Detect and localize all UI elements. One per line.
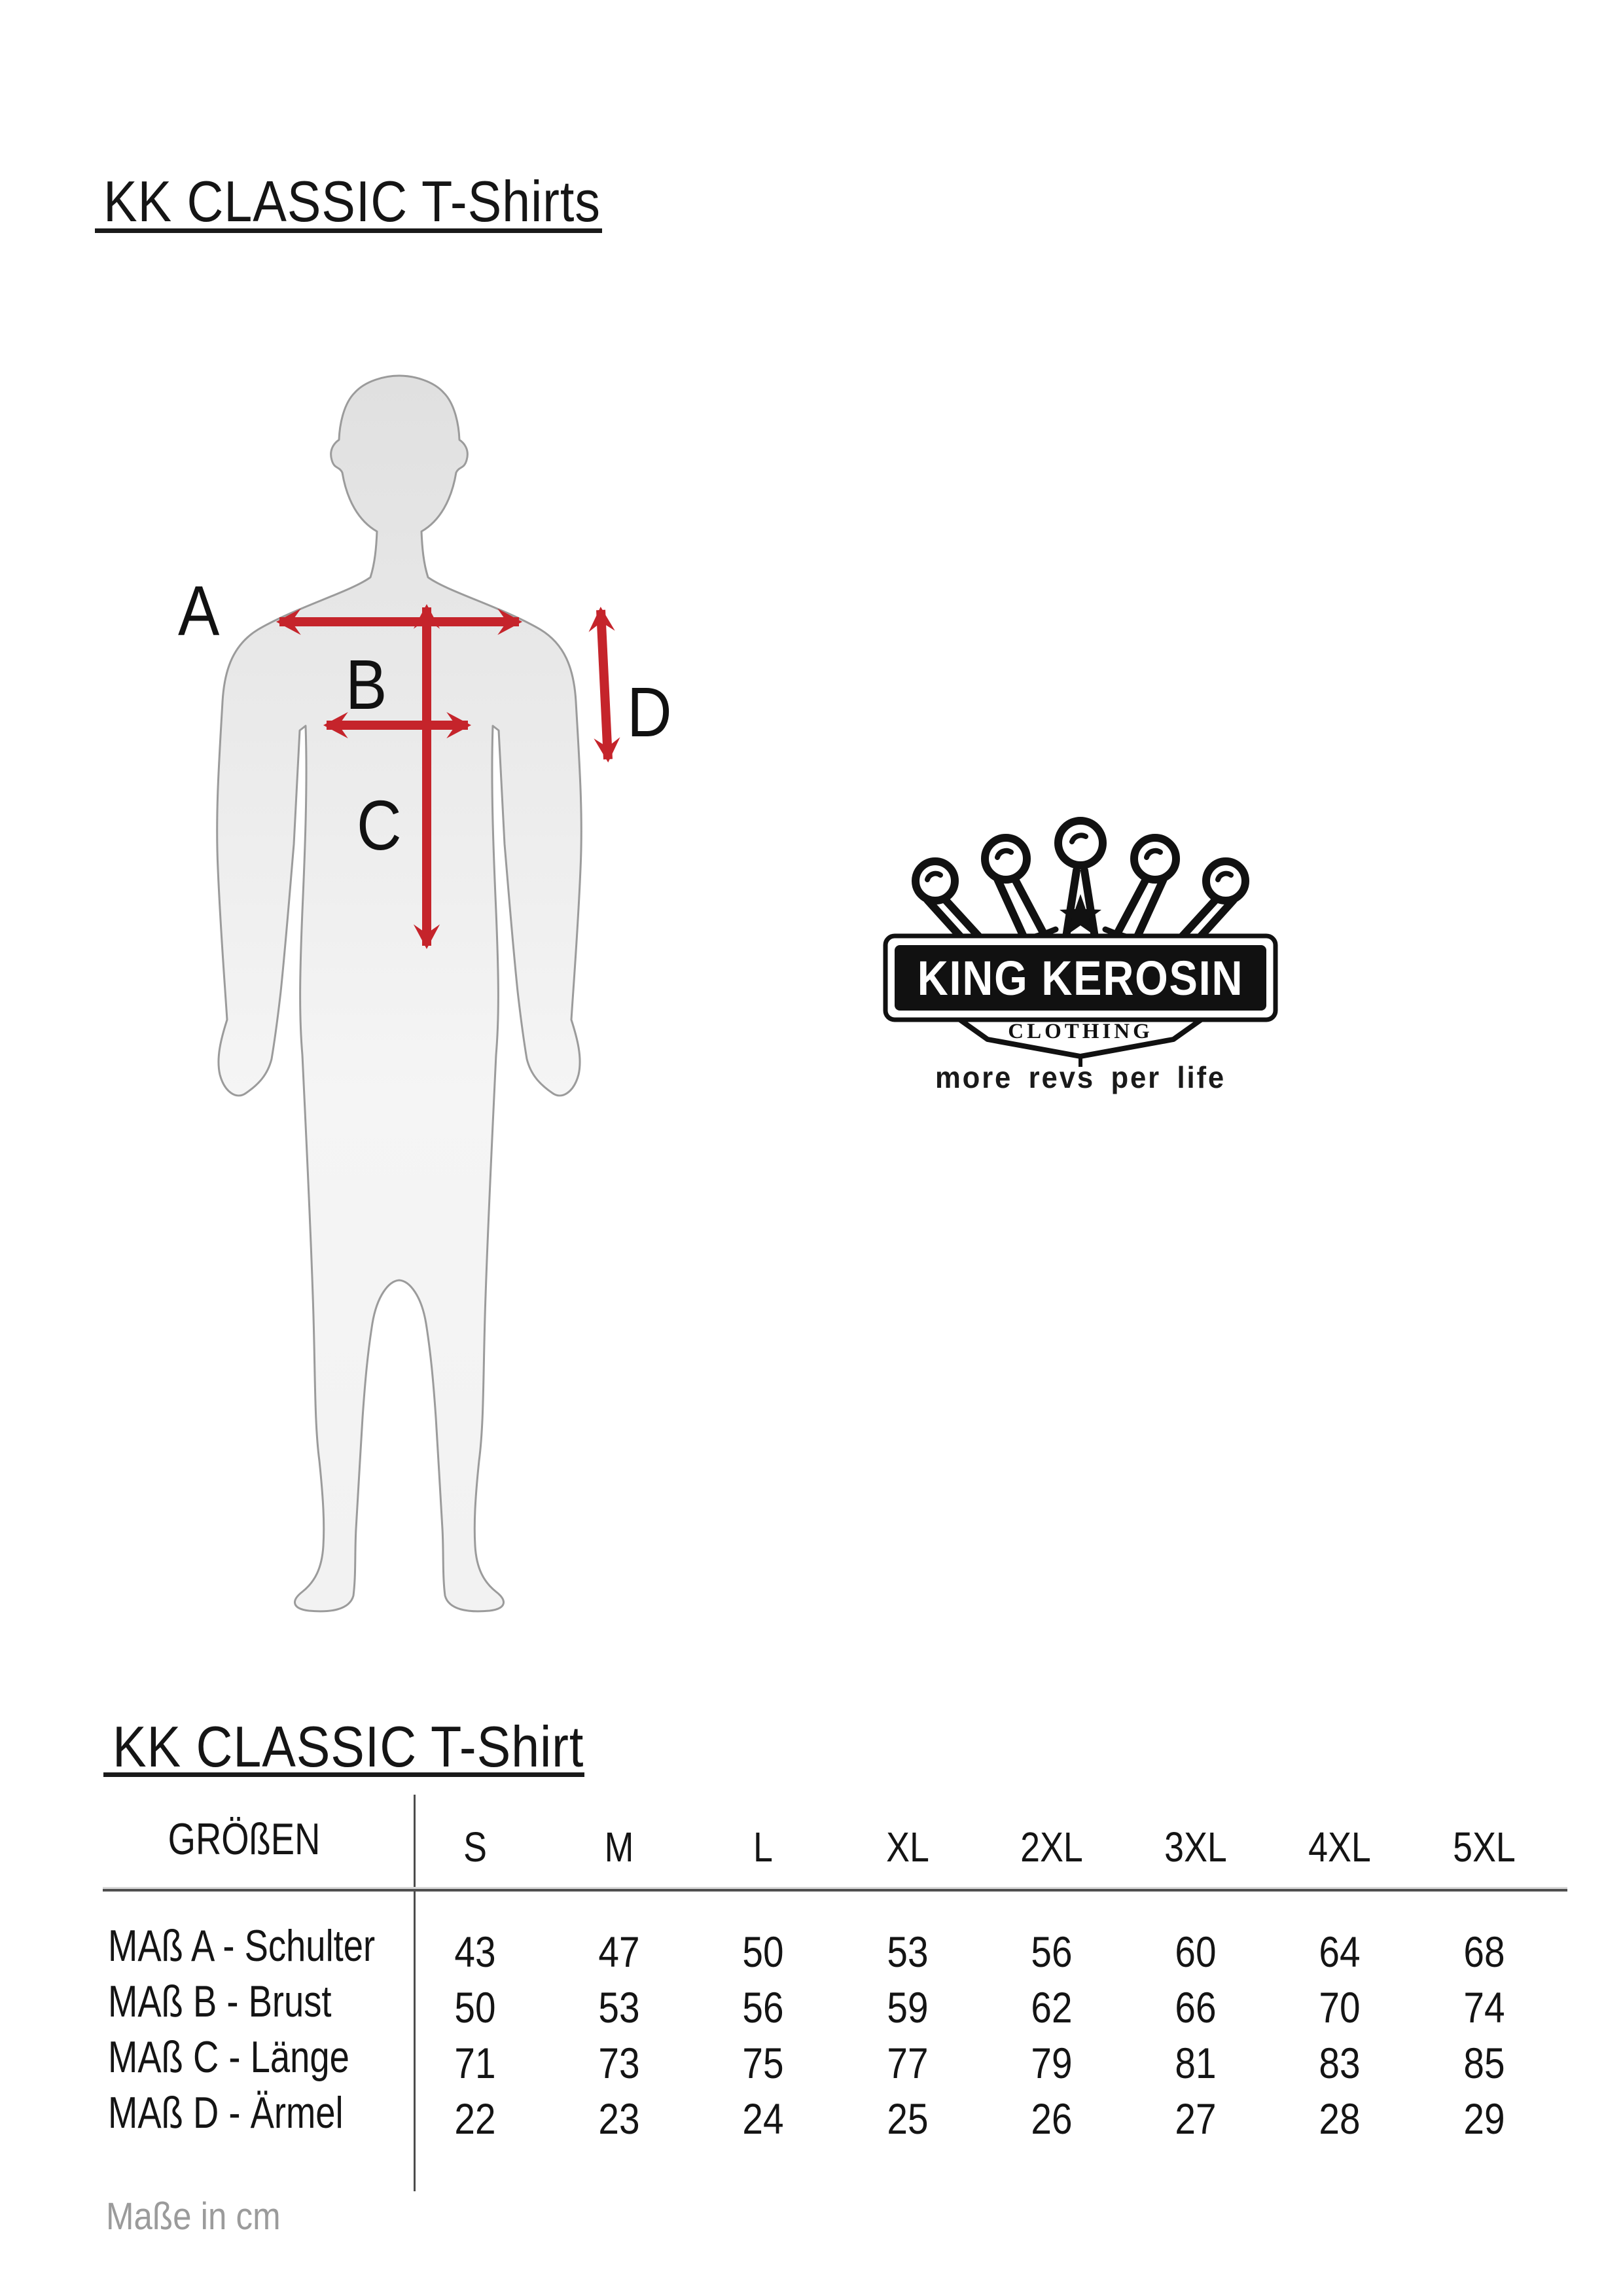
size-col-2xl: 2XL bbox=[1020, 1823, 1083, 1871]
logo-subtitle: CLOTHING bbox=[1008, 1020, 1153, 1043]
cell-b-2xl: 62 bbox=[1031, 1983, 1073, 2032]
label-measure-b: B bbox=[346, 645, 387, 724]
cell-b-l: 56 bbox=[742, 1983, 784, 2032]
cell-b-3xl: 66 bbox=[1175, 1983, 1217, 2032]
size-col-l: L bbox=[753, 1823, 773, 1871]
table-title: KK CLASSIC T-Shirt bbox=[113, 1714, 584, 1779]
crown-circles bbox=[912, 817, 1249, 905]
cell-c-s: 71 bbox=[454, 2039, 496, 2087]
units-footnote: Maße in cm bbox=[106, 2195, 281, 2238]
cell-c-2xl: 79 bbox=[1031, 2039, 1073, 2087]
cell-d-4xl: 28 bbox=[1319, 2094, 1361, 2143]
cell-d-3xl: 27 bbox=[1175, 2094, 1217, 2143]
logo-brand: KING KEROSIN bbox=[918, 951, 1244, 1005]
table-corner-header: GRÖßEN bbox=[168, 1814, 321, 1864]
crown-star-icon bbox=[1060, 894, 1101, 935]
cell-a-3xl: 60 bbox=[1175, 1928, 1217, 1976]
cell-d-xl: 25 bbox=[887, 2094, 929, 2143]
cell-c-5xl: 85 bbox=[1463, 2039, 1505, 2087]
size-col-m: M bbox=[604, 1823, 634, 1871]
cell-d-s: 22 bbox=[454, 2094, 496, 2143]
cell-b-m: 53 bbox=[598, 1983, 640, 2032]
cell-b-5xl: 74 bbox=[1463, 1983, 1505, 2032]
page-title: KK CLASSIC T-Shirts bbox=[103, 169, 601, 234]
cell-c-m: 73 bbox=[598, 2039, 640, 2087]
row-label-sleeve: MAß D - Ärmel bbox=[108, 2088, 344, 2138]
measurement-arrows bbox=[276, 603, 620, 950]
table-title-underline bbox=[103, 1772, 584, 1777]
size-col-5xl: 5XL bbox=[1453, 1823, 1516, 1871]
label-measure-a: A bbox=[178, 571, 220, 650]
size-col-3xl: 3XL bbox=[1164, 1823, 1227, 1871]
cell-c-4xl: 83 bbox=[1319, 2039, 1361, 2087]
cell-a-5xl: 68 bbox=[1463, 1928, 1505, 1976]
cell-a-xl: 53 bbox=[887, 1928, 929, 1976]
cell-d-5xl: 29 bbox=[1463, 2094, 1505, 2143]
row-label-chest: MAß B - Brust bbox=[108, 1977, 332, 2026]
cell-b-s: 50 bbox=[454, 1983, 496, 2032]
row-label-shoulder: MAß A - Schulter bbox=[108, 1921, 376, 1971]
cell-d-l: 24 bbox=[742, 2094, 784, 2143]
cell-c-3xl: 81 bbox=[1175, 2039, 1217, 2087]
cell-c-xl: 77 bbox=[887, 2039, 929, 2087]
row-label-length: MAß C - Länge bbox=[108, 2032, 349, 2082]
size-col-s: S bbox=[463, 1823, 487, 1871]
size-col-4xl: 4XL bbox=[1308, 1823, 1371, 1871]
page-title-underline bbox=[95, 228, 602, 233]
cell-d-2xl: 26 bbox=[1031, 2094, 1073, 2143]
king-kerosin-logo: CLOTHING KING KEROSIN more revs per life bbox=[883, 817, 1278, 1094]
cell-c-l: 75 bbox=[742, 2039, 784, 2087]
crown-circle-highlights bbox=[925, 833, 1234, 882]
cell-b-4xl: 70 bbox=[1319, 1983, 1361, 2032]
body-silhouette bbox=[216, 374, 582, 1613]
svg-text:KING KEROSIN: KING KEROSIN bbox=[918, 951, 1244, 1005]
svg-text:more revs per life: more revs per life bbox=[935, 1060, 1226, 1094]
logo-tagline: more revs per life bbox=[935, 1060, 1226, 1094]
cell-a-2xl: 56 bbox=[1031, 1928, 1073, 1976]
label-measure-d: D bbox=[627, 672, 672, 751]
cell-a-4xl: 64 bbox=[1319, 1928, 1361, 1976]
logo-banner bbox=[895, 945, 1266, 1011]
svg-text:CLOTHING: CLOTHING bbox=[1008, 1020, 1153, 1043]
cell-a-s: 43 bbox=[454, 1928, 496, 1976]
arrow-d-sleeve bbox=[588, 606, 620, 763]
label-measure-c: C bbox=[357, 785, 402, 865]
cell-d-m: 23 bbox=[598, 2094, 640, 2143]
table-header-rule bbox=[103, 1889, 1567, 1892]
body-outline bbox=[216, 374, 582, 1613]
table-column-divider bbox=[414, 1795, 416, 2191]
size-col-xl: XL bbox=[886, 1823, 929, 1871]
cell-a-l: 50 bbox=[742, 1928, 784, 1976]
cell-b-xl: 59 bbox=[887, 1983, 929, 2032]
cell-a-m: 47 bbox=[598, 1928, 640, 1976]
